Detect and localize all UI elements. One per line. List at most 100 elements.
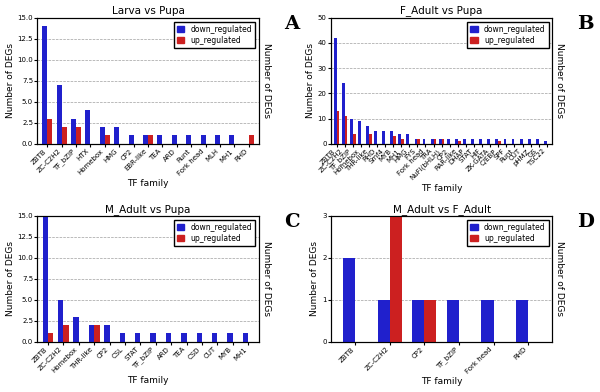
Bar bbox=[212, 333, 217, 342]
Bar bbox=[390, 216, 402, 342]
Bar bbox=[544, 141, 547, 144]
Bar bbox=[42, 26, 47, 144]
Bar bbox=[463, 139, 466, 144]
Bar bbox=[197, 333, 202, 342]
Bar bbox=[512, 139, 514, 144]
Bar bbox=[89, 325, 94, 342]
Bar bbox=[47, 118, 52, 144]
Bar bbox=[186, 135, 191, 144]
Y-axis label: Number of DEGs: Number of DEGs bbox=[262, 241, 271, 316]
Title: M_Adult vs F_Adult: M_Adult vs F_Adult bbox=[392, 203, 491, 214]
Bar bbox=[520, 139, 523, 144]
Bar bbox=[406, 134, 409, 144]
Legend: down_regulated, up_regulated: down_regulated, up_regulated bbox=[173, 22, 255, 48]
Bar bbox=[119, 333, 125, 342]
Bar bbox=[157, 135, 163, 144]
Title: M_Adult vs Pupa: M_Adult vs Pupa bbox=[106, 203, 191, 214]
Bar bbox=[516, 300, 528, 342]
X-axis label: TF family: TF family bbox=[421, 183, 463, 192]
Bar bbox=[442, 139, 445, 144]
Bar bbox=[487, 139, 490, 144]
Bar bbox=[71, 118, 76, 144]
Bar bbox=[447, 300, 459, 342]
Bar bbox=[166, 333, 171, 342]
Bar bbox=[94, 325, 100, 342]
Bar bbox=[135, 333, 140, 342]
Bar bbox=[377, 300, 390, 342]
Bar bbox=[181, 333, 187, 342]
Bar bbox=[242, 333, 248, 342]
Y-axis label: Number of DEGs: Number of DEGs bbox=[262, 43, 271, 118]
Y-axis label: Number of DEGs: Number of DEGs bbox=[555, 43, 564, 118]
Bar bbox=[334, 38, 337, 144]
Bar bbox=[58, 300, 64, 342]
Bar bbox=[528, 139, 530, 144]
Bar bbox=[418, 139, 420, 144]
Bar bbox=[227, 333, 233, 342]
Bar bbox=[56, 85, 62, 144]
Text: B: B bbox=[577, 15, 594, 33]
Y-axis label: Number of DEGs: Number of DEGs bbox=[555, 241, 564, 316]
Bar bbox=[398, 134, 401, 144]
Bar bbox=[143, 135, 148, 144]
X-axis label: TF family: TF family bbox=[127, 180, 169, 189]
Y-axis label: Number of DEGs: Number of DEGs bbox=[5, 241, 14, 316]
Legend: down_regulated, up_regulated: down_regulated, up_regulated bbox=[467, 220, 548, 246]
Bar bbox=[353, 134, 356, 144]
Bar bbox=[342, 83, 344, 144]
Y-axis label: Number of DEGs: Number of DEGs bbox=[310, 241, 319, 316]
X-axis label: TF family: TF family bbox=[421, 377, 463, 387]
Bar bbox=[358, 121, 361, 144]
Bar bbox=[496, 139, 498, 144]
Bar bbox=[172, 135, 177, 144]
Bar bbox=[369, 134, 371, 144]
Bar bbox=[401, 139, 404, 144]
Bar bbox=[151, 333, 156, 342]
Bar bbox=[434, 139, 436, 144]
Bar bbox=[64, 325, 69, 342]
Bar bbox=[503, 139, 506, 144]
Bar bbox=[412, 300, 424, 342]
Bar bbox=[73, 317, 79, 342]
Bar bbox=[344, 116, 347, 144]
Bar bbox=[382, 131, 385, 144]
Text: D: D bbox=[577, 213, 595, 231]
Bar bbox=[48, 333, 53, 342]
Bar bbox=[481, 300, 494, 342]
Bar bbox=[479, 139, 482, 144]
Bar bbox=[148, 135, 153, 144]
Bar bbox=[85, 110, 91, 144]
X-axis label: TF family: TF family bbox=[127, 376, 169, 385]
Bar bbox=[343, 258, 355, 342]
Bar bbox=[76, 127, 81, 144]
Bar bbox=[439, 139, 442, 144]
Bar bbox=[43, 216, 48, 342]
Legend: down_regulated, up_regulated: down_regulated, up_regulated bbox=[173, 220, 255, 246]
Bar bbox=[455, 139, 458, 144]
Bar bbox=[62, 127, 67, 144]
Bar bbox=[447, 139, 450, 144]
Bar bbox=[215, 135, 220, 144]
Bar bbox=[536, 139, 539, 144]
Bar bbox=[422, 139, 425, 144]
Bar bbox=[415, 139, 418, 144]
Bar bbox=[390, 131, 393, 144]
Bar bbox=[249, 135, 254, 144]
Bar bbox=[105, 135, 110, 144]
Y-axis label: Number of DEGs: Number of DEGs bbox=[5, 43, 14, 118]
Bar bbox=[104, 325, 110, 342]
Title: Larva vs Pupa: Larva vs Pupa bbox=[112, 5, 184, 16]
Bar bbox=[200, 135, 206, 144]
Bar bbox=[100, 127, 105, 144]
Bar bbox=[458, 141, 461, 144]
Bar bbox=[114, 127, 119, 144]
Bar bbox=[498, 141, 501, 144]
Legend: down_regulated, up_regulated: down_regulated, up_regulated bbox=[467, 22, 548, 48]
Bar bbox=[374, 131, 377, 144]
Bar bbox=[128, 135, 134, 144]
Bar bbox=[229, 135, 235, 144]
Bar bbox=[393, 136, 396, 144]
Bar bbox=[471, 139, 474, 144]
Text: C: C bbox=[284, 213, 299, 231]
Bar bbox=[424, 300, 436, 342]
